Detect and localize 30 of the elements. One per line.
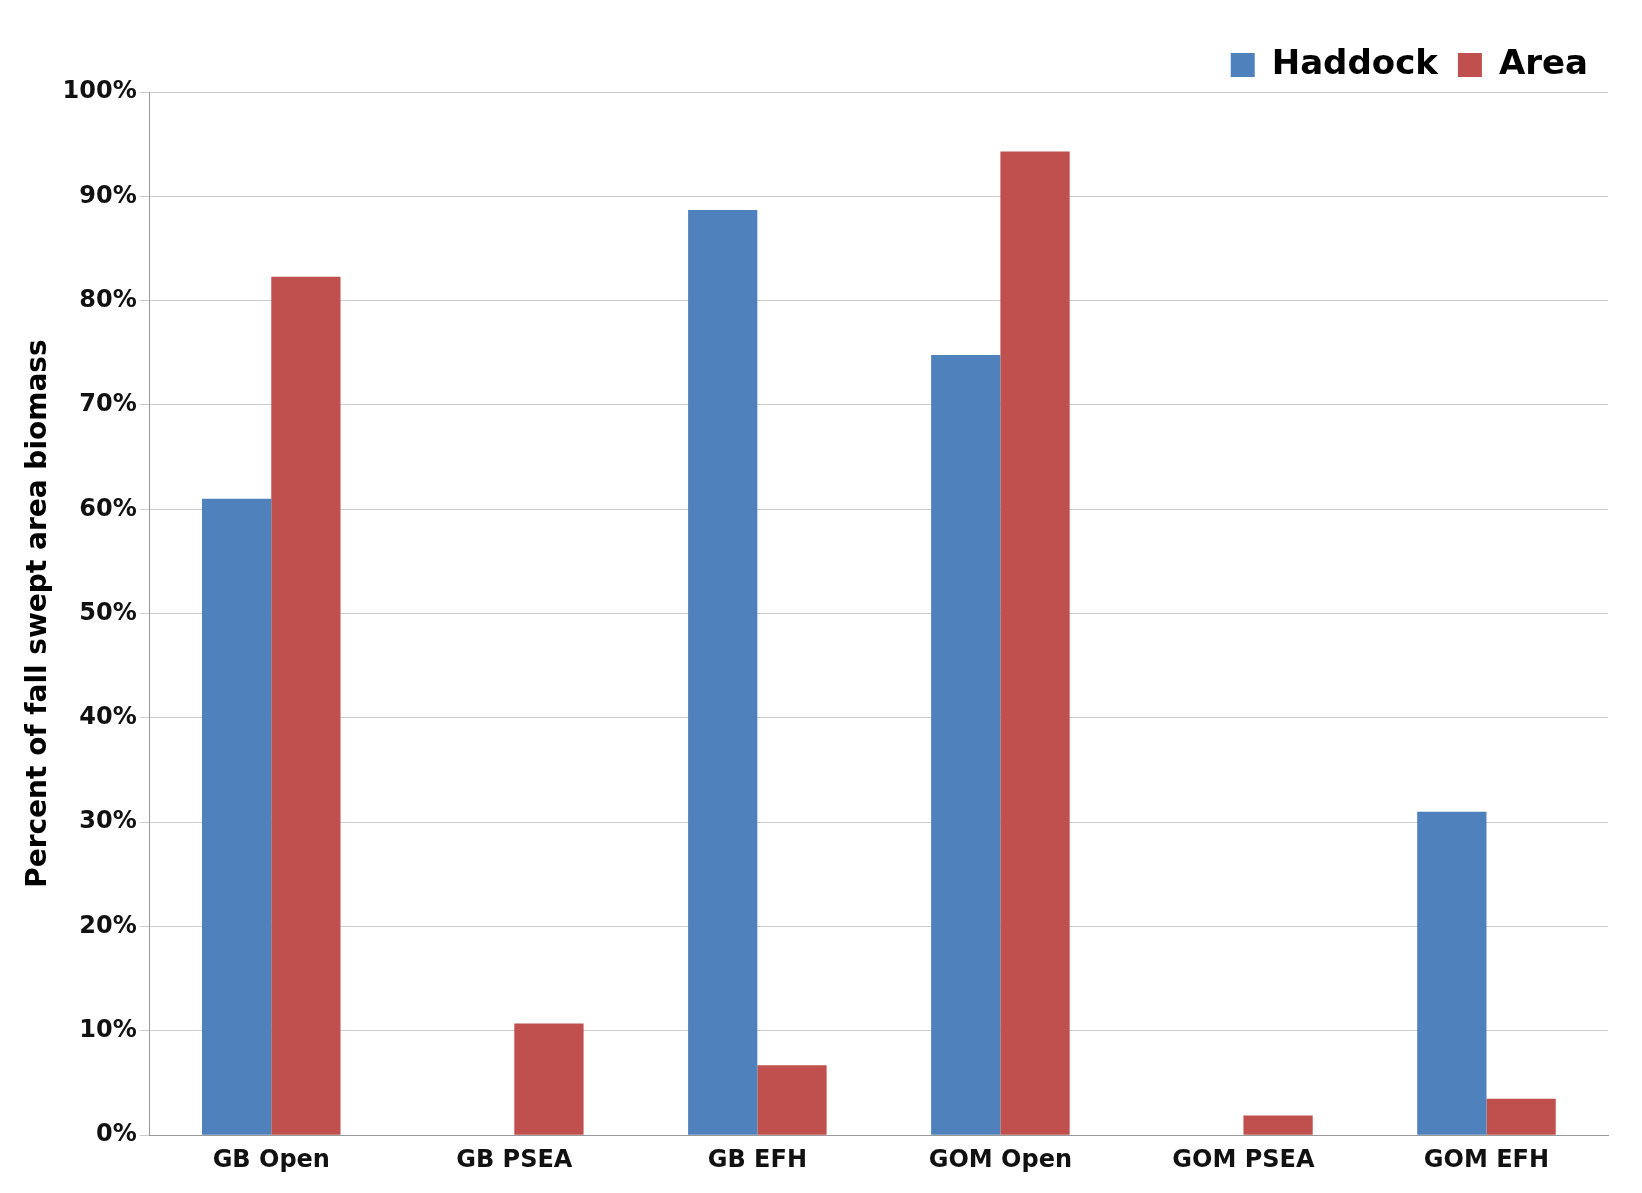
x-tick-label: GB EFH	[707, 1144, 807, 1173]
x-tick-label: GOM PSEA	[1172, 1144, 1315, 1173]
bar	[1486, 1098, 1556, 1135]
bar	[1000, 151, 1070, 1135]
bar	[1243, 1115, 1313, 1135]
y-tick-label: 70%	[79, 389, 137, 418]
y-tick-label: 10%	[79, 1015, 137, 1044]
x-tick-label: GB Open	[212, 1144, 330, 1173]
y-tick-label: 0%	[95, 1119, 137, 1148]
x-tick-label: GOM Open	[928, 1144, 1073, 1173]
y-tick-label: 60%	[79, 493, 137, 522]
legend-label: Haddock	[1271, 41, 1440, 82]
y-tick-label: 50%	[79, 597, 137, 626]
y-tick-label: 30%	[79, 806, 137, 835]
bar	[271, 276, 341, 1135]
y-tick-label: 40%	[79, 702, 137, 731]
legend-label: Area	[1498, 41, 1589, 82]
y-tick-label: 100%	[62, 76, 137, 105]
y-tick-label: 20%	[79, 910, 137, 939]
bar	[1417, 811, 1487, 1135]
bar	[202, 498, 272, 1135]
bar	[514, 1023, 584, 1135]
bar	[931, 354, 1001, 1135]
y-tick-label: 80%	[79, 284, 137, 313]
y-tick-label: 90%	[79, 180, 137, 209]
y-axis-title: Percent of fall swept area biomass	[20, 339, 54, 888]
x-tick-label: GB PSEA	[456, 1144, 573, 1173]
bar	[757, 1065, 827, 1135]
x-tick-label: GOM EFH	[1423, 1144, 1550, 1173]
bar	[688, 209, 758, 1135]
